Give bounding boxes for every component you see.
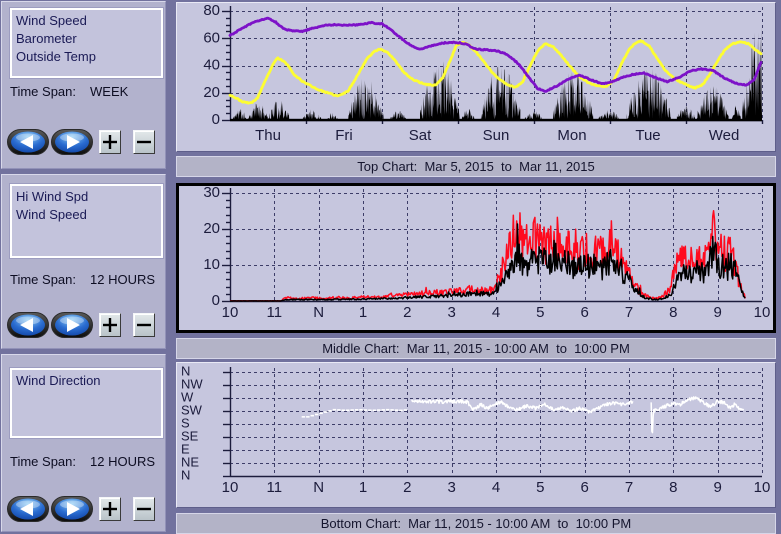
right-arrow-icon bbox=[51, 312, 93, 338]
middle-chart-series-listbox[interactable]: Hi Wind Spd Wind Speed bbox=[10, 184, 163, 258]
plus-icon bbox=[103, 502, 117, 516]
middle-scroll-left-button[interactable] bbox=[7, 312, 49, 338]
minus-icon bbox=[137, 507, 151, 511]
bottom-chart-controls: Wind Direction Time Span: 12 HOURS bbox=[1, 354, 166, 532]
top-chart-series-listbox[interactable]: Wind Speed Barometer Outside Temp bbox=[10, 8, 163, 78]
right-arrow-icon bbox=[51, 496, 93, 522]
bottom-zoom-out-button[interactable] bbox=[133, 497, 155, 521]
timespan-label: Time Span: bbox=[10, 84, 76, 99]
top-chart-timespan: Time Span: WEEK bbox=[10, 84, 128, 99]
series-list-item[interactable]: Outside Temp bbox=[16, 49, 96, 64]
top-chart-controls: Wind Speed Barometer Outside Temp Time Spa… bbox=[1, 1, 166, 169]
top-zoom-in-button[interactable] bbox=[99, 130, 121, 154]
bottom-chart-series-listbox[interactable]: Wind Direction bbox=[10, 368, 163, 438]
middle-scroll-right-button[interactable] bbox=[51, 312, 93, 338]
timespan-value: 12 HOURS bbox=[90, 272, 156, 287]
minus-icon bbox=[137, 323, 151, 327]
top-chart-panel[interactable] bbox=[176, 2, 776, 152]
middle-chart-caption: Middle Chart: Mar 11, 2015 - 10:00 AM to… bbox=[176, 338, 776, 359]
timespan-label: Time Span: bbox=[10, 454, 76, 469]
bottom-chart-plot[interactable] bbox=[177, 363, 775, 507]
series-list-item[interactable]: Wind Direction bbox=[16, 373, 101, 388]
left-arrow-icon bbox=[7, 496, 49, 522]
top-scroll-right-button[interactable] bbox=[51, 129, 93, 155]
top-chart-plot[interactable] bbox=[177, 3, 775, 151]
bottom-scroll-right-button[interactable] bbox=[51, 496, 93, 522]
middle-zoom-in-button[interactable] bbox=[99, 313, 121, 337]
middle-chart-plot[interactable] bbox=[179, 186, 773, 330]
plus-icon bbox=[103, 135, 117, 149]
top-scroll-left-button[interactable] bbox=[7, 129, 49, 155]
top-chart-caption: Top Chart: Mar 5, 2015 to Mar 11, 2015 bbox=[176, 156, 776, 177]
left-arrow-icon bbox=[7, 312, 49, 338]
middle-chart-controls: Hi Wind Spd Wind Speed Time Span: 12 HOURS bbox=[1, 174, 166, 349]
left-arrow-icon bbox=[7, 129, 49, 155]
timespan-value: WEEK bbox=[90, 84, 129, 99]
bottom-zoom-in-button[interactable] bbox=[99, 497, 121, 521]
bottom-chart-timespan: Time Span: 12 HOURS bbox=[10, 454, 155, 469]
minus-icon bbox=[137, 140, 151, 144]
series-list-item[interactable]: Wind Speed bbox=[16, 13, 87, 28]
right-arrow-icon bbox=[51, 129, 93, 155]
bottom-chart-caption: Bottom Chart: Mar 11, 2015 - 10:00 AM to… bbox=[176, 513, 776, 534]
bottom-chart-panel[interactable] bbox=[176, 362, 776, 508]
series-list-item[interactable]: Wind Speed bbox=[16, 207, 87, 222]
mid-chart-panel[interactable] bbox=[176, 183, 776, 333]
series-list-item[interactable]: Barometer bbox=[16, 31, 77, 46]
middle-zoom-out-button[interactable] bbox=[133, 313, 155, 337]
middle-chart-timespan: Time Span: 12 HOURS bbox=[10, 272, 155, 287]
bottom-scroll-left-button[interactable] bbox=[7, 496, 49, 522]
top-zoom-out-button[interactable] bbox=[133, 130, 155, 154]
plus-icon bbox=[103, 318, 117, 332]
series-list-item[interactable]: Hi Wind Spd bbox=[16, 189, 89, 204]
timespan-label: Time Span: bbox=[10, 272, 76, 287]
timespan-value: 12 HOURS bbox=[90, 454, 156, 469]
